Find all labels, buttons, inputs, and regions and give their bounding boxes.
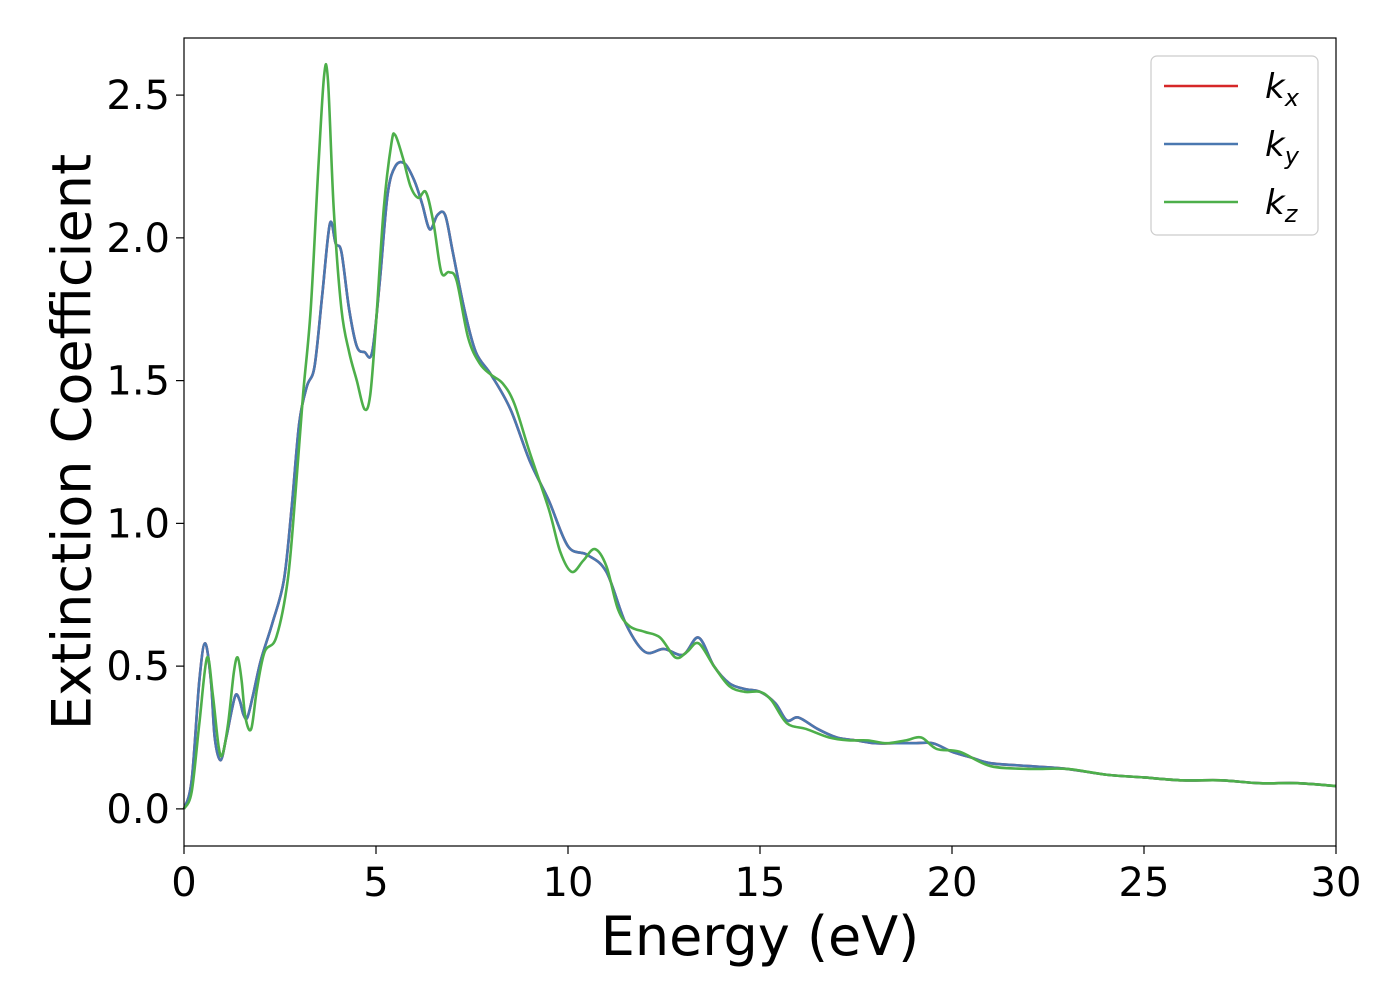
y-tick-label: 0.5 xyxy=(106,644,170,690)
x-tick-label: 20 xyxy=(927,860,978,906)
x-tick-label: 30 xyxy=(1311,860,1362,906)
legend-label-main: k xyxy=(1265,125,1286,165)
x-tick-label: 0 xyxy=(171,860,196,906)
legend-label: kx xyxy=(1265,67,1300,112)
series-layer xyxy=(182,62,1337,810)
legend-label-sub: z xyxy=(1284,200,1299,228)
x-tick-label: 10 xyxy=(543,860,594,906)
legend-label-sub: y xyxy=(1284,142,1300,170)
x-tick-label: 15 xyxy=(735,860,786,906)
legend-label-main: k xyxy=(1265,183,1286,223)
y-tick-label: 1.0 xyxy=(106,501,170,547)
series-line-kz xyxy=(182,62,1337,810)
legend-label-main: k xyxy=(1265,67,1286,107)
x-tick-label: 25 xyxy=(1119,860,1170,906)
series-line-ky xyxy=(182,160,1337,810)
y-tick-label: 1.5 xyxy=(106,359,170,405)
y-tick-label: 2.0 xyxy=(106,216,170,262)
y-tick-label: 2.5 xyxy=(106,73,170,119)
y-tick-label: 0.0 xyxy=(106,787,170,833)
y-axis-title: Extinction Coefficient xyxy=(41,154,104,730)
legend-label-sub: x xyxy=(1284,84,1300,112)
legend-label: ky xyxy=(1265,125,1300,170)
legend-box xyxy=(1150,55,1319,236)
x-tick-label: 5 xyxy=(363,860,388,906)
legend-label: kz xyxy=(1265,183,1299,228)
x-axis-ticks: 0 5 10 15 20 25 30 xyxy=(171,846,1361,906)
x-axis-title: Energy (eV) xyxy=(601,905,920,968)
y-axis-ticks: 0.0 0.5 1.0 1.5 2.0 2.5 xyxy=(106,73,184,833)
